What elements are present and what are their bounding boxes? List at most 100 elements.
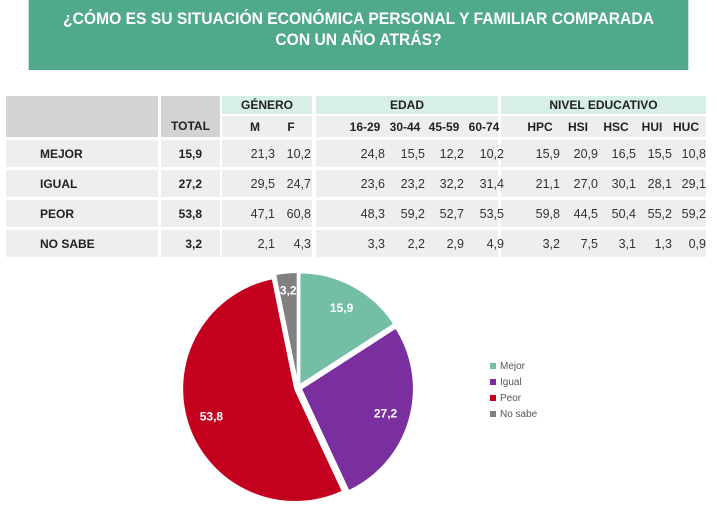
table-cell: 24,8	[360, 146, 385, 161]
table-cell: 28,1	[647, 176, 672, 191]
table-cell: 10,2	[479, 146, 504, 161]
table-cell: 52,7	[439, 206, 464, 221]
row-bg	[316, 230, 498, 257]
legend: Mejor Igual Peor No sabe	[490, 358, 537, 422]
row-bg	[6, 170, 158, 197]
title-banner: ¿CÓMO ES SU SITUACIÓN ECONÓMICA PERSONAL…	[28, 0, 689, 70]
row-bg	[316, 200, 498, 227]
table-cell: 47,1	[250, 206, 275, 221]
pie-slice-peor	[181, 277, 345, 503]
row-bg	[161, 200, 220, 227]
table-cell: 59,8	[535, 206, 560, 221]
row-bg	[222, 200, 312, 227]
row-bg	[6, 200, 158, 227]
column-header: F	[287, 119, 295, 134]
legend-swatch	[490, 411, 496, 417]
row-bg	[222, 230, 312, 257]
row-bg	[222, 170, 312, 197]
table-cell: 10,2	[286, 146, 311, 161]
title-line-2: CON UN AÑO ATRÁS?	[275, 30, 442, 49]
row-bg	[501, 200, 706, 227]
table-cell: 12,2	[439, 146, 464, 161]
row-label: PEOR	[40, 206, 75, 221]
row-label: MEJOR	[40, 146, 83, 161]
table-cell: 59,2	[400, 206, 425, 221]
data-label: 27,2	[374, 406, 398, 420]
table-cell: 53,5	[479, 206, 504, 221]
table-cell: 3,1	[618, 236, 636, 251]
row-bg	[501, 140, 706, 167]
legend-label: No sabe	[500, 408, 538, 420]
group-header: NIVEL EDUCATIVO	[501, 96, 706, 114]
table-cell: 2,2	[407, 236, 425, 251]
table-cell: 20,9	[573, 146, 598, 161]
table-cell: 4,3	[293, 236, 311, 251]
table-cell: 0,9	[688, 236, 706, 251]
pie-slice-igual	[299, 326, 415, 493]
row-label: NO SABE	[40, 236, 95, 251]
table-cell: 21,1	[535, 176, 560, 191]
table-cell: 31,4	[479, 176, 504, 191]
table-cell: 27,0	[573, 176, 598, 191]
column-header: 16-29	[349, 119, 381, 134]
row-bg	[161, 230, 220, 257]
table-cell: 24,7	[286, 176, 311, 191]
legend-swatch	[490, 363, 496, 369]
row-total: 27,2	[178, 176, 202, 191]
column-header: 60-74	[468, 119, 500, 134]
legend-item: Peor	[490, 390, 537, 406]
table-cell: 21,3	[250, 146, 275, 161]
table-cell: 15,5	[647, 146, 672, 161]
data-label: 3,2	[280, 283, 297, 297]
table-cell: 2,1	[257, 236, 275, 251]
table-cell: 4,9	[486, 236, 504, 251]
data-label: 53,8	[200, 410, 224, 424]
row-bg	[6, 230, 158, 257]
data-label: 15,9	[330, 301, 354, 315]
total-header: TOTAL	[161, 96, 220, 137]
subheader-bg	[316, 116, 498, 137]
legend-swatch	[490, 379, 496, 385]
table-cell: 55,2	[647, 206, 672, 221]
table-cell: 3,3	[367, 236, 385, 251]
pie-slice-mejor	[298, 271, 396, 388]
row-bg	[161, 140, 220, 167]
table-cell: 23,2	[400, 176, 425, 191]
column-header: 30-44	[389, 119, 421, 134]
table-cell: 15,5	[400, 146, 425, 161]
row-bg	[316, 140, 498, 167]
row-bg	[316, 170, 498, 197]
table-cell: 50,4	[611, 206, 636, 221]
table-cell: 48,3	[360, 206, 385, 221]
table-cell: 2,9	[446, 236, 464, 251]
row-bg	[501, 170, 706, 197]
column-header: HUC	[673, 119, 699, 134]
subheader-bg	[222, 116, 312, 137]
table-cell: 16,5	[611, 146, 636, 161]
table-cell: 3,2	[542, 236, 560, 251]
table-cell: 15,9	[535, 146, 560, 161]
table-cell: 29,5	[250, 176, 275, 191]
row-bg	[6, 140, 158, 167]
table-cell: 60,8	[286, 206, 311, 221]
table-cell: 29,1	[681, 176, 706, 191]
subheader-bg	[501, 116, 706, 137]
group-header: GÉNERO	[222, 96, 312, 114]
legend-swatch	[490, 395, 496, 401]
row-total: 3,2	[185, 236, 202, 251]
table-cell: 30,1	[611, 176, 636, 191]
table-cell: 44,5	[573, 206, 598, 221]
column-header: HPC	[527, 119, 553, 134]
row-bg	[161, 170, 220, 197]
column-header: HSC	[603, 119, 629, 134]
column-header: HUI	[641, 119, 663, 134]
legend-label: Peor	[500, 392, 522, 404]
legend-item: Igual	[490, 374, 537, 390]
row-total: 53,8	[178, 206, 202, 221]
column-header: 45-59	[428, 119, 460, 134]
legend-item: Mejor	[490, 358, 537, 374]
table-cell: 32,2	[439, 176, 464, 191]
column-header: M	[250, 119, 260, 134]
legend-label: Igual	[500, 376, 522, 388]
